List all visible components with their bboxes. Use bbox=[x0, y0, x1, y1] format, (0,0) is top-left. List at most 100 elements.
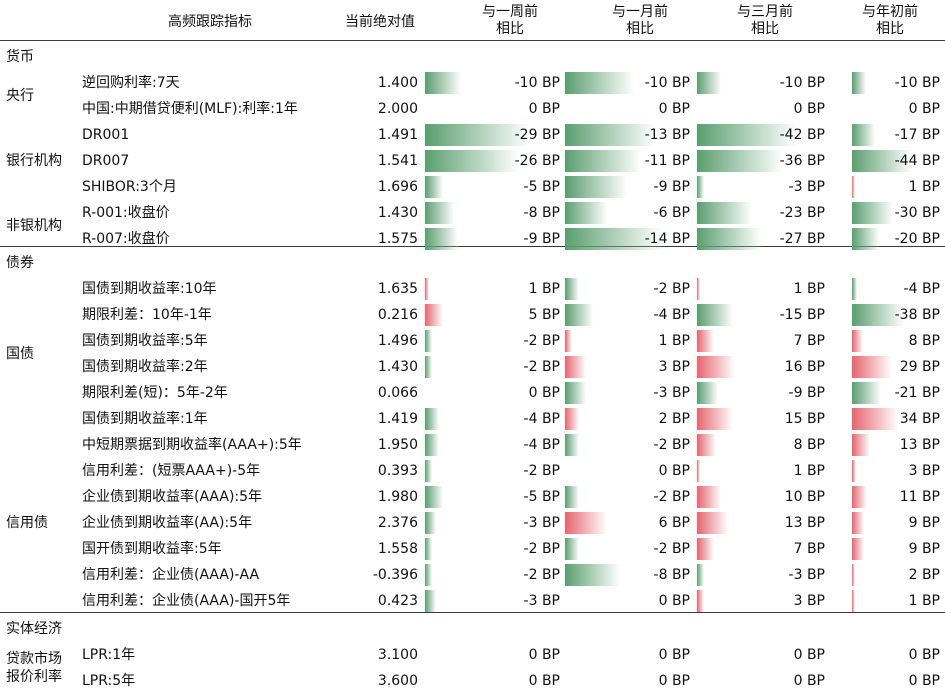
change-value: 0 BP bbox=[658, 101, 690, 117]
increase-bar bbox=[852, 590, 855, 612]
indicator-name: 逆回购利率:7天 bbox=[82, 75, 180, 91]
increase-bar bbox=[852, 538, 864, 560]
increase-bar bbox=[697, 538, 714, 560]
increase-bar bbox=[852, 564, 855, 586]
decrease-bar bbox=[852, 150, 912, 172]
increase-bar bbox=[852, 486, 867, 508]
decrease-bar bbox=[565, 124, 655, 146]
decrease-bar bbox=[425, 590, 436, 612]
current-value: 0.423 bbox=[377, 593, 418, 609]
decrease-bar bbox=[425, 228, 458, 250]
decrease-bar bbox=[565, 72, 634, 94]
header-ytd-line1: 与年初前 bbox=[862, 4, 918, 20]
header-month-line2: 相比 bbox=[626, 21, 654, 37]
decrease-bar bbox=[852, 228, 879, 250]
current-value: 1.980 bbox=[377, 489, 418, 505]
change-value: -5 BP bbox=[523, 179, 560, 195]
change-value: -4 BP bbox=[903, 281, 940, 297]
change-value: -2 BP bbox=[653, 541, 690, 557]
decrease-bar bbox=[697, 176, 704, 198]
change-value: -29 BP bbox=[514, 127, 560, 143]
increase-bar bbox=[697, 512, 728, 534]
change-value: 3 BP bbox=[658, 359, 690, 375]
header-month: 与一月前 相比 bbox=[590, 4, 690, 38]
current-value: 1.541 bbox=[377, 153, 418, 169]
increase-bar bbox=[852, 176, 855, 198]
change-value: 0 BP bbox=[528, 647, 560, 663]
increase-bar bbox=[697, 356, 735, 378]
change-value: 1 BP bbox=[908, 179, 940, 195]
change-value: 1 BP bbox=[528, 281, 560, 297]
change-value: -2 BP bbox=[523, 333, 560, 349]
decrease-bar bbox=[425, 124, 530, 146]
section-title: 货币 bbox=[6, 49, 34, 65]
section-title: 债券 bbox=[6, 255, 34, 271]
decrease-bar bbox=[425, 176, 443, 198]
change-value: 1 BP bbox=[793, 281, 825, 297]
increase-bar bbox=[852, 408, 898, 430]
change-value: 0 BP bbox=[528, 385, 560, 401]
change-value: -36 BP bbox=[779, 153, 825, 169]
change-value: 7 BP bbox=[793, 541, 825, 557]
change-value: -10 BP bbox=[779, 75, 825, 91]
change-value: 13 BP bbox=[899, 437, 940, 453]
decrease-bar bbox=[425, 538, 432, 560]
change-value: 0 BP bbox=[658, 463, 690, 479]
decrease-bar bbox=[697, 124, 797, 146]
increase-bar bbox=[697, 590, 704, 612]
group-label: 央行 bbox=[6, 88, 34, 104]
current-value: -0.396 bbox=[372, 567, 418, 583]
decrease-bar bbox=[425, 330, 432, 352]
indicator-name: R-001:收盘价 bbox=[82, 205, 170, 221]
change-value: -2 BP bbox=[653, 281, 690, 297]
indicator-name: R-007:收盘价 bbox=[82, 231, 170, 247]
current-value: 1.696 bbox=[377, 179, 418, 195]
decrease-bar bbox=[697, 228, 761, 250]
change-value: 15 BP bbox=[784, 411, 825, 427]
header-ytd: 与年初前 相比 bbox=[840, 4, 940, 38]
change-value: -2 BP bbox=[653, 437, 690, 453]
increase-bar bbox=[565, 512, 607, 534]
change-value: 2 BP bbox=[658, 411, 690, 427]
change-value: -3 BP bbox=[653, 385, 690, 401]
section-divider bbox=[0, 612, 945, 613]
decrease-bar bbox=[425, 72, 461, 94]
group-label: 国债 bbox=[6, 346, 34, 362]
decrease-bar bbox=[565, 176, 627, 198]
indicator-name: 企业债到期收益率(AA):5年 bbox=[82, 515, 253, 531]
increase-bar bbox=[697, 486, 721, 508]
change-value: -9 BP bbox=[523, 231, 560, 247]
change-value: 0 BP bbox=[908, 101, 940, 117]
decrease-bar bbox=[565, 434, 579, 456]
change-value: -9 BP bbox=[653, 179, 690, 195]
change-value: 0 BP bbox=[528, 673, 560, 689]
header-month-line1: 与一月前 bbox=[612, 4, 668, 20]
header-quarter-line1: 与三月前 bbox=[737, 4, 793, 20]
current-value: 1.491 bbox=[377, 127, 418, 143]
change-value: -2 BP bbox=[523, 567, 560, 583]
decrease-bar bbox=[565, 278, 579, 300]
change-value: 7 BP bbox=[793, 333, 825, 349]
change-value: 0 BP bbox=[793, 647, 825, 663]
change-value: 34 BP bbox=[899, 411, 940, 427]
decrease-bar bbox=[565, 564, 620, 586]
indicator-name: 国债到期收益率:1年 bbox=[82, 411, 208, 427]
header-week-line2: 相比 bbox=[496, 21, 524, 37]
decrease-bar bbox=[852, 202, 893, 224]
decrease-bar bbox=[697, 202, 752, 224]
increase-bar bbox=[565, 356, 586, 378]
section-title: 实体经济 bbox=[6, 621, 62, 637]
change-value: 6 BP bbox=[658, 515, 690, 531]
change-value: 8 BP bbox=[793, 437, 825, 453]
header-divider bbox=[0, 40, 945, 41]
change-value: -11 BP bbox=[644, 153, 690, 169]
header-week-line1: 与一周前 bbox=[482, 4, 538, 20]
group-label: 非银机构 bbox=[6, 218, 62, 234]
change-value: 0 BP bbox=[658, 593, 690, 609]
increase-bar bbox=[697, 408, 733, 430]
decrease-bar bbox=[565, 486, 579, 508]
header-ytd-line2: 相比 bbox=[876, 21, 904, 37]
decrease-bar bbox=[425, 356, 432, 378]
decrease-bar bbox=[425, 202, 454, 224]
